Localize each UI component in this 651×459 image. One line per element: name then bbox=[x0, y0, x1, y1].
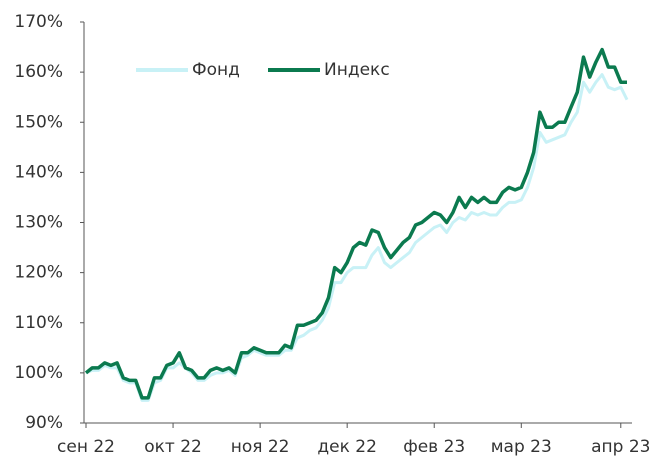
x-tick-label: дек 22 bbox=[317, 437, 377, 457]
x-tick-label: апр 23 bbox=[591, 437, 650, 457]
y-tick-label: 110% bbox=[14, 313, 63, 333]
y-tick-label: 100% bbox=[14, 363, 63, 383]
x-tick-label: фев 23 bbox=[403, 437, 465, 457]
series-line bbox=[84, 47, 627, 400]
x-tick-label: мар 23 bbox=[491, 437, 552, 457]
y-tick-label: 150% bbox=[14, 112, 63, 132]
y-tick-label: 130% bbox=[14, 213, 63, 233]
series-line bbox=[85, 73, 629, 402]
x-tick-label: ноя 22 bbox=[231, 437, 290, 457]
y-tick-label: 90% bbox=[25, 413, 63, 433]
legend-label: Фонд bbox=[192, 60, 240, 80]
x-tick-label: сен 22 bbox=[57, 437, 115, 457]
x-tick-label: окт 22 bbox=[144, 437, 202, 457]
y-tick-label: 170% bbox=[14, 12, 63, 32]
legend-label: Индекс bbox=[324, 60, 390, 80]
y-tick-label: 140% bbox=[14, 162, 63, 182]
y-tick-label: 120% bbox=[14, 263, 63, 283]
y-tick-label: 160% bbox=[14, 62, 63, 82]
